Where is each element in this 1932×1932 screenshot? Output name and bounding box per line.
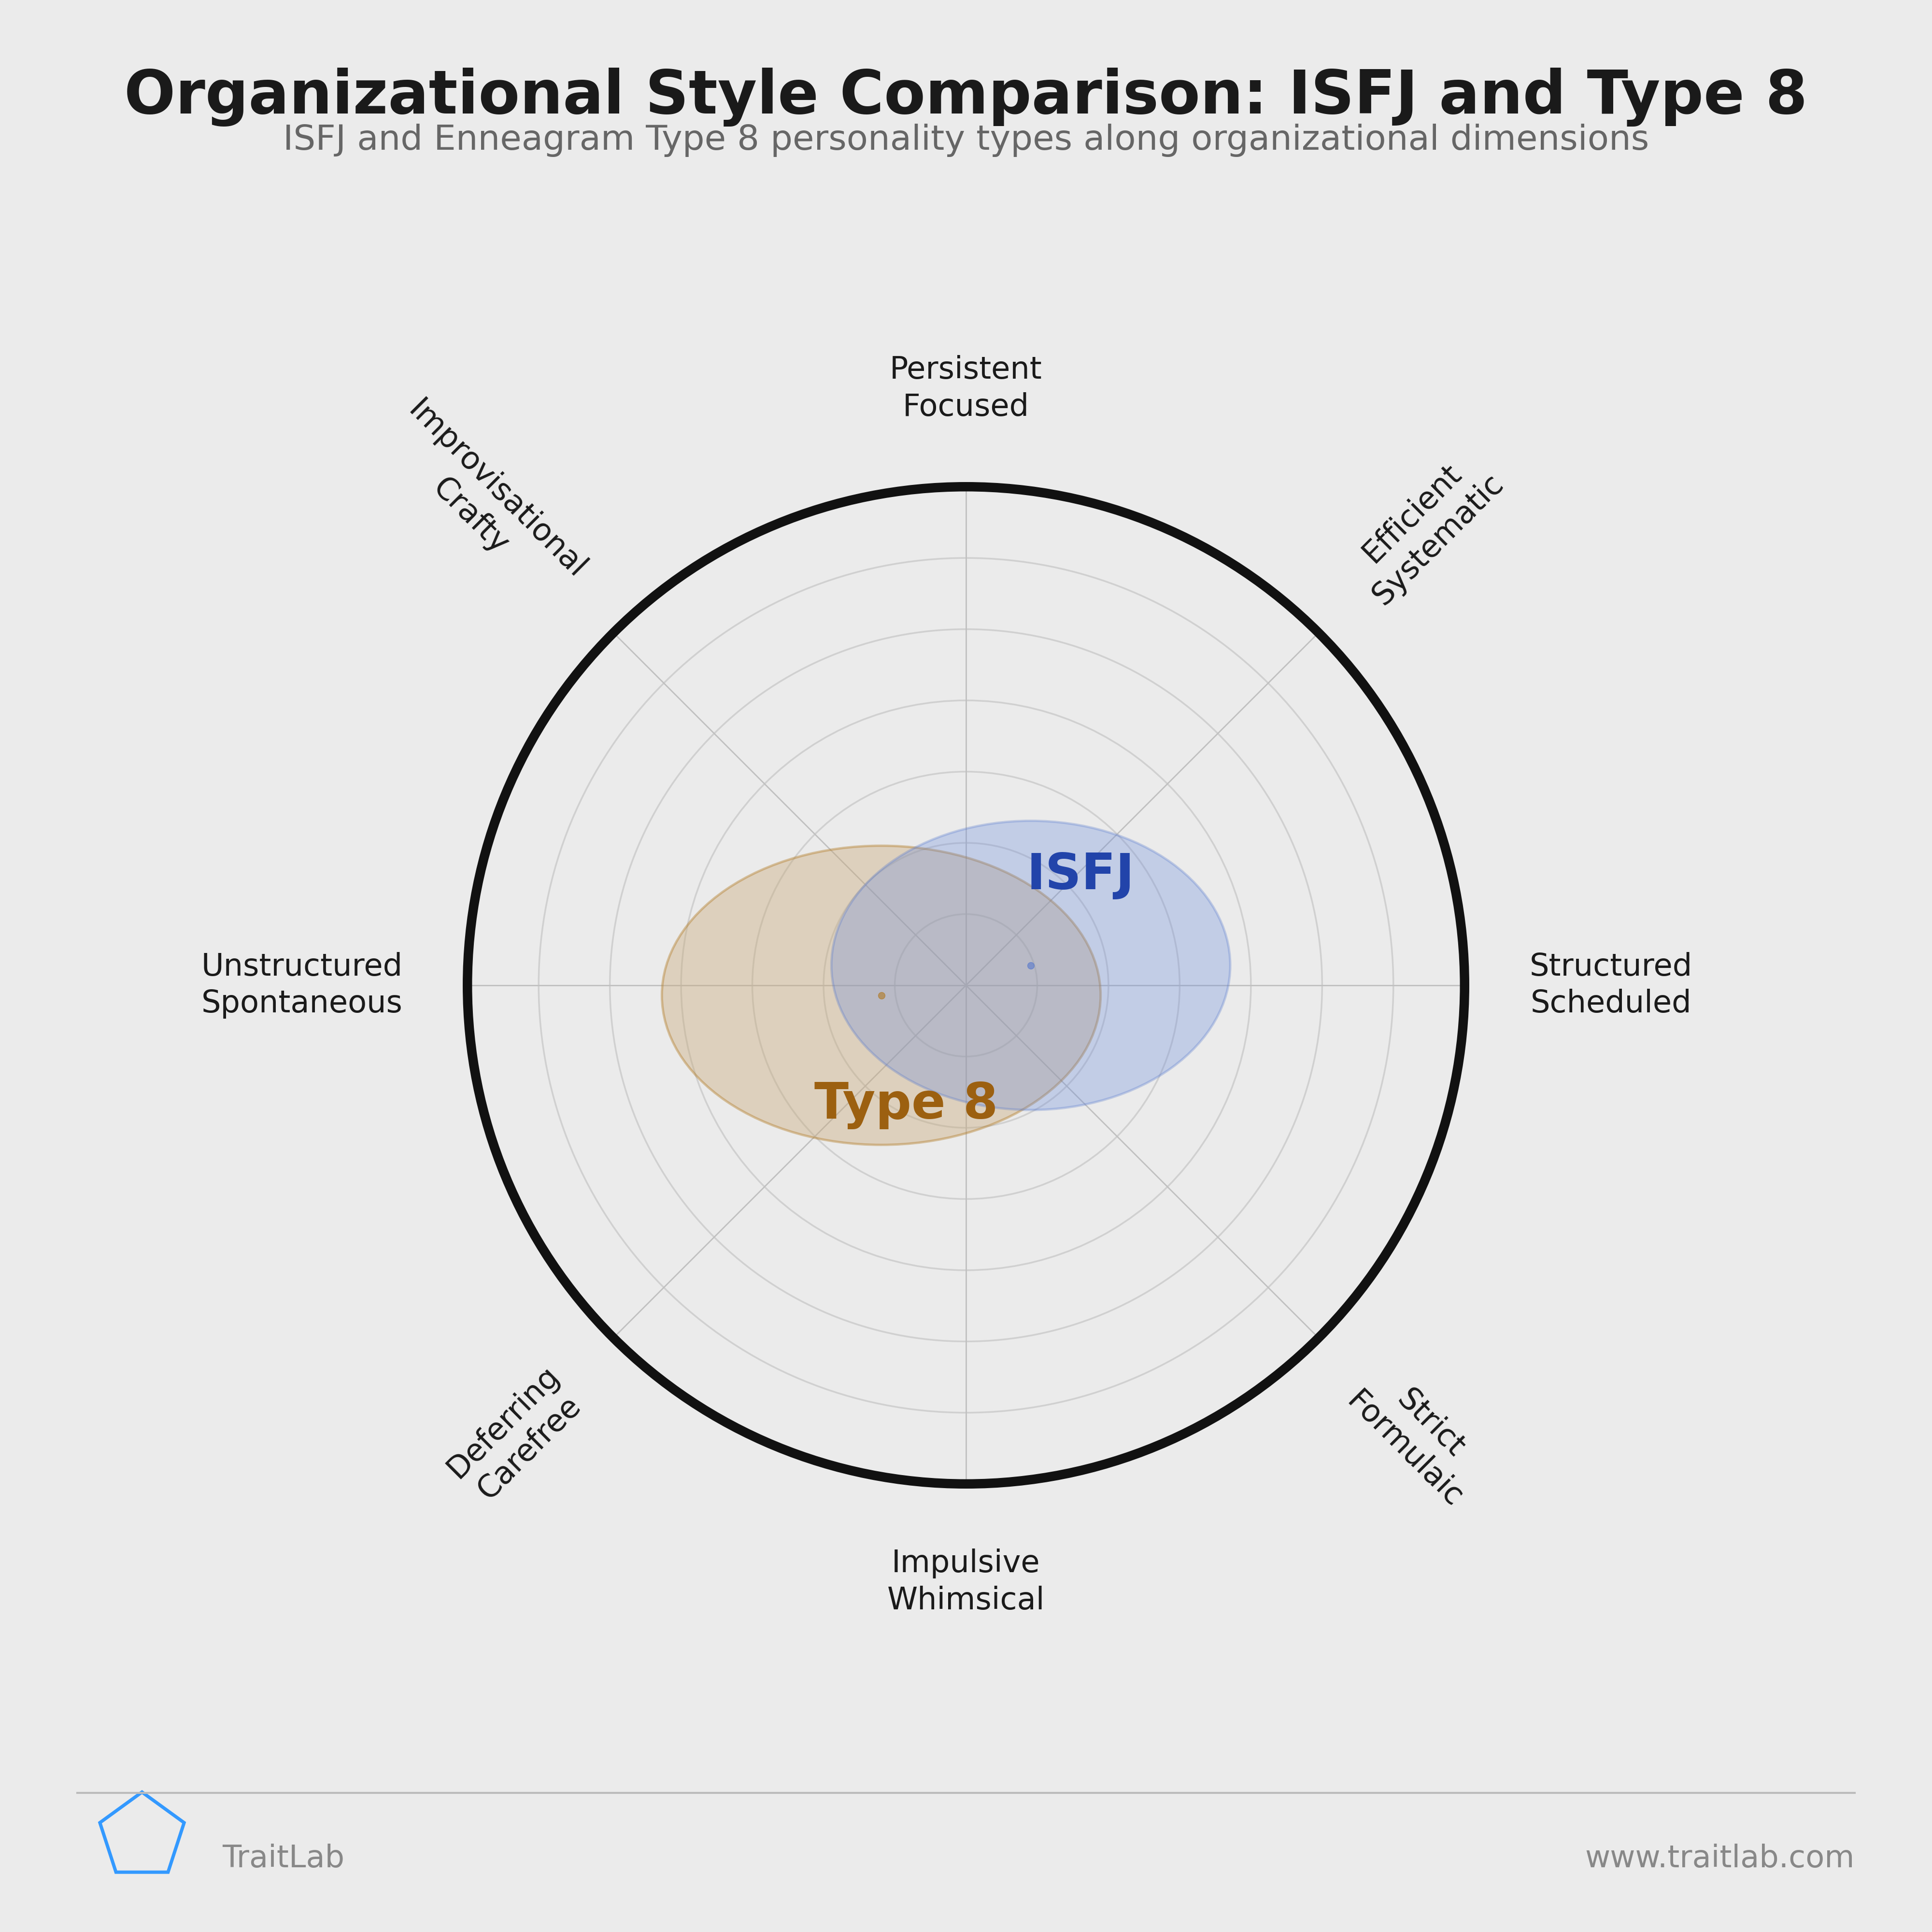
- Text: Persistent
Focused: Persistent Focused: [891, 355, 1041, 421]
- Text: TraitLab: TraitLab: [222, 1843, 344, 1874]
- Text: Efficient
Systematic: Efficient Systematic: [1341, 442, 1509, 611]
- Text: Organizational Style Comparison: ISFJ and Type 8: Organizational Style Comparison: ISFJ an…: [124, 68, 1808, 128]
- Text: ISFJ: ISFJ: [1026, 852, 1134, 900]
- Text: ISFJ and Enneagram Type 8 personality types along organizational dimensions: ISFJ and Enneagram Type 8 personality ty…: [282, 124, 1650, 156]
- Text: Deferring
Carefree: Deferring Carefree: [440, 1360, 591, 1511]
- Text: Strict
Formulaic: Strict Formulaic: [1341, 1360, 1493, 1513]
- Text: Structured
Scheduled: Structured Scheduled: [1530, 952, 1692, 1018]
- Text: www.traitlab.com: www.traitlab.com: [1584, 1843, 1855, 1874]
- Ellipse shape: [831, 821, 1231, 1111]
- Text: Type 8: Type 8: [813, 1080, 999, 1130]
- Text: Improvisational
Crafty: Improvisational Crafty: [377, 396, 591, 611]
- Text: Impulsive
Whimsical: Impulsive Whimsical: [887, 1549, 1045, 1615]
- Text: Unstructured
Spontaneous: Unstructured Spontaneous: [201, 952, 402, 1018]
- Ellipse shape: [663, 846, 1101, 1146]
